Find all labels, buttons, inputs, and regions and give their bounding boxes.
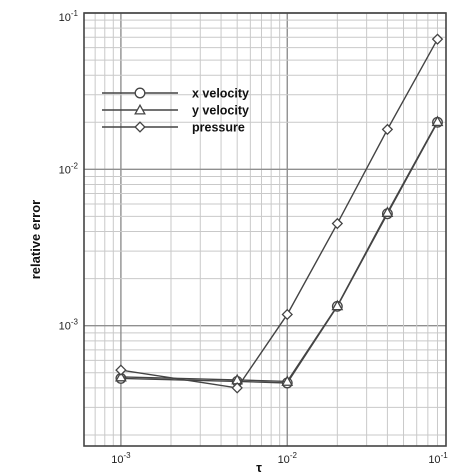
x-tick-label: 10-2	[278, 451, 298, 466]
legend-entry: x velocity	[102, 87, 249, 101]
x-tick-label: 10-3	[111, 451, 131, 466]
series-layer	[115, 33, 444, 394]
legend-marker	[134, 87, 146, 99]
x-tick-label: 10-1	[428, 451, 448, 466]
data-point	[281, 375, 294, 386]
data-point	[331, 217, 344, 230]
legend-marker	[134, 121, 146, 133]
legend-label: x velocity	[192, 87, 249, 101]
series-line	[120, 38, 439, 389]
series-pressure	[115, 33, 444, 394]
data-point	[115, 364, 127, 376]
tick-labels: 10-3 10-2 10-1 10-3 10-2 10-1	[59, 9, 449, 466]
legend-entry: pressure	[102, 121, 245, 135]
plot-frame	[83, 12, 447, 447]
data-point	[115, 370, 127, 382]
y-tick-label: 10-2	[59, 161, 79, 176]
data-point	[431, 33, 444, 45]
data-point	[331, 299, 344, 311]
series-line	[120, 121, 439, 383]
legend-marker	[134, 103, 146, 115]
series-y-velocity	[115, 115, 444, 386]
legend-label: y velocity	[192, 104, 249, 118]
data-point	[431, 115, 444, 127]
data-point	[381, 206, 394, 217]
data-point	[381, 123, 394, 136]
x-axis-label: τ	[256, 460, 262, 472]
data-point	[281, 308, 293, 321]
legend-entry: y velocity	[102, 104, 249, 118]
legend: x velocity y velocity pressure	[102, 87, 249, 135]
y-tick-label: 10-1	[59, 9, 79, 24]
y-axis-label: relative error	[28, 200, 43, 280]
y-tick-label: 10-3	[59, 318, 79, 333]
legend-label: pressure	[192, 121, 245, 135]
data-point	[231, 382, 243, 394]
